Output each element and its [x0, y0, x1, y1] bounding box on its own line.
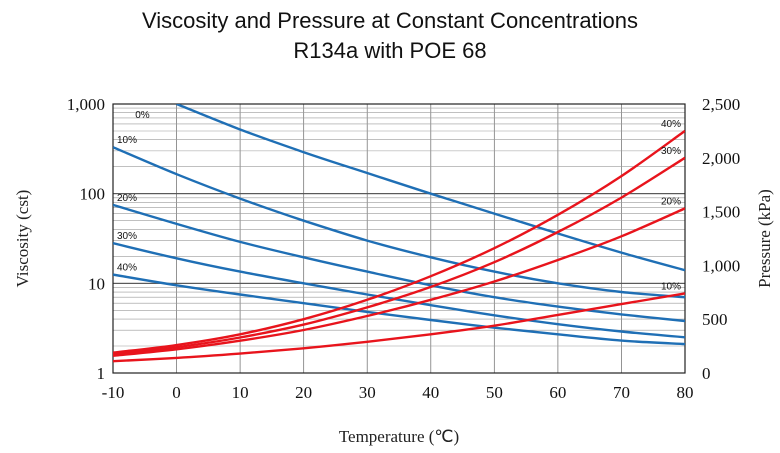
- viscosity-line-40pct: [113, 273, 685, 346]
- x-tick-label: -10: [102, 383, 125, 402]
- viscosity-label-40pct: 40%: [117, 263, 137, 274]
- pressure-line-10pct: [113, 292, 685, 363]
- plot-border: [112, 103, 686, 374]
- x-tick-label: 50: [486, 383, 503, 402]
- pressure-line-30pct: [113, 156, 685, 356]
- grid: [112, 103, 686, 374]
- y-right-tick-label: 2,500: [702, 95, 740, 114]
- chart-subtitle: R134a with POE 68: [293, 38, 487, 63]
- y-right-tick-label: 1,500: [702, 203, 740, 222]
- y-right-tick-label: 2,000: [702, 149, 740, 168]
- chart-title: Viscosity and Pressure at Constant Conce…: [141, 8, 639, 33]
- y-axis-right-label: Pressure (kPa): [755, 189, 774, 288]
- viscosity-label-30pct: 30%: [117, 231, 137, 242]
- y-left-tick-label: 100: [80, 185, 106, 204]
- pressure-line-40pct: [113, 129, 685, 354]
- x-tick-label: 10: [232, 383, 249, 402]
- plot-frame: [112, 103, 686, 374]
- series-lines: [113, 104, 685, 363]
- tick-labels: -10 0 10 20 30 40 50 60 70 80 1 10 100 1,000 0 500 1,000…: [67, 95, 741, 402]
- x-tick-label: 60: [549, 383, 566, 402]
- x-tick-label: 70: [613, 383, 630, 402]
- viscosity-label-0pct: 0%: [135, 110, 150, 121]
- pressure-label-40pct: 40%: [661, 119, 681, 130]
- x-axis-label: Temperature (℃): [339, 427, 459, 446]
- x-tick-label: 40: [422, 383, 439, 402]
- viscosity-label-10pct: 10%: [117, 135, 137, 146]
- y-left-tick-label: 1: [97, 364, 106, 383]
- y-right-tick-label: 500: [702, 310, 728, 329]
- x-tick-label: 30: [359, 383, 376, 402]
- y-left-tick-label: 10: [88, 274, 105, 293]
- y-left-tick-label: 1,000: [67, 95, 105, 114]
- viscosity-line-20pct: [113, 203, 685, 323]
- pressure-label-10pct: 10%: [661, 281, 681, 292]
- x-tick-label: 20: [295, 383, 312, 402]
- viscosity-line-10pct: [113, 146, 685, 299]
- y-axis-left-label: Viscosity (cst): [13, 190, 32, 288]
- x-tick-label: 80: [677, 383, 694, 402]
- pressure-line-20pct: [113, 207, 685, 357]
- viscosity-line-0pct: [176, 104, 685, 272]
- pressure-label-20pct: 20%: [661, 196, 681, 207]
- y-right-tick-label: 1,000: [702, 256, 740, 275]
- x-tick-label: 0: [172, 383, 181, 402]
- y-right-tick-label: 0: [702, 364, 711, 383]
- viscosity-label-20pct: 20%: [117, 193, 137, 204]
- pressure-label-30pct: 30%: [661, 146, 681, 157]
- series-labels: 0% 10% 20% 30% 40% 10% 20% 30% 40%: [117, 110, 681, 292]
